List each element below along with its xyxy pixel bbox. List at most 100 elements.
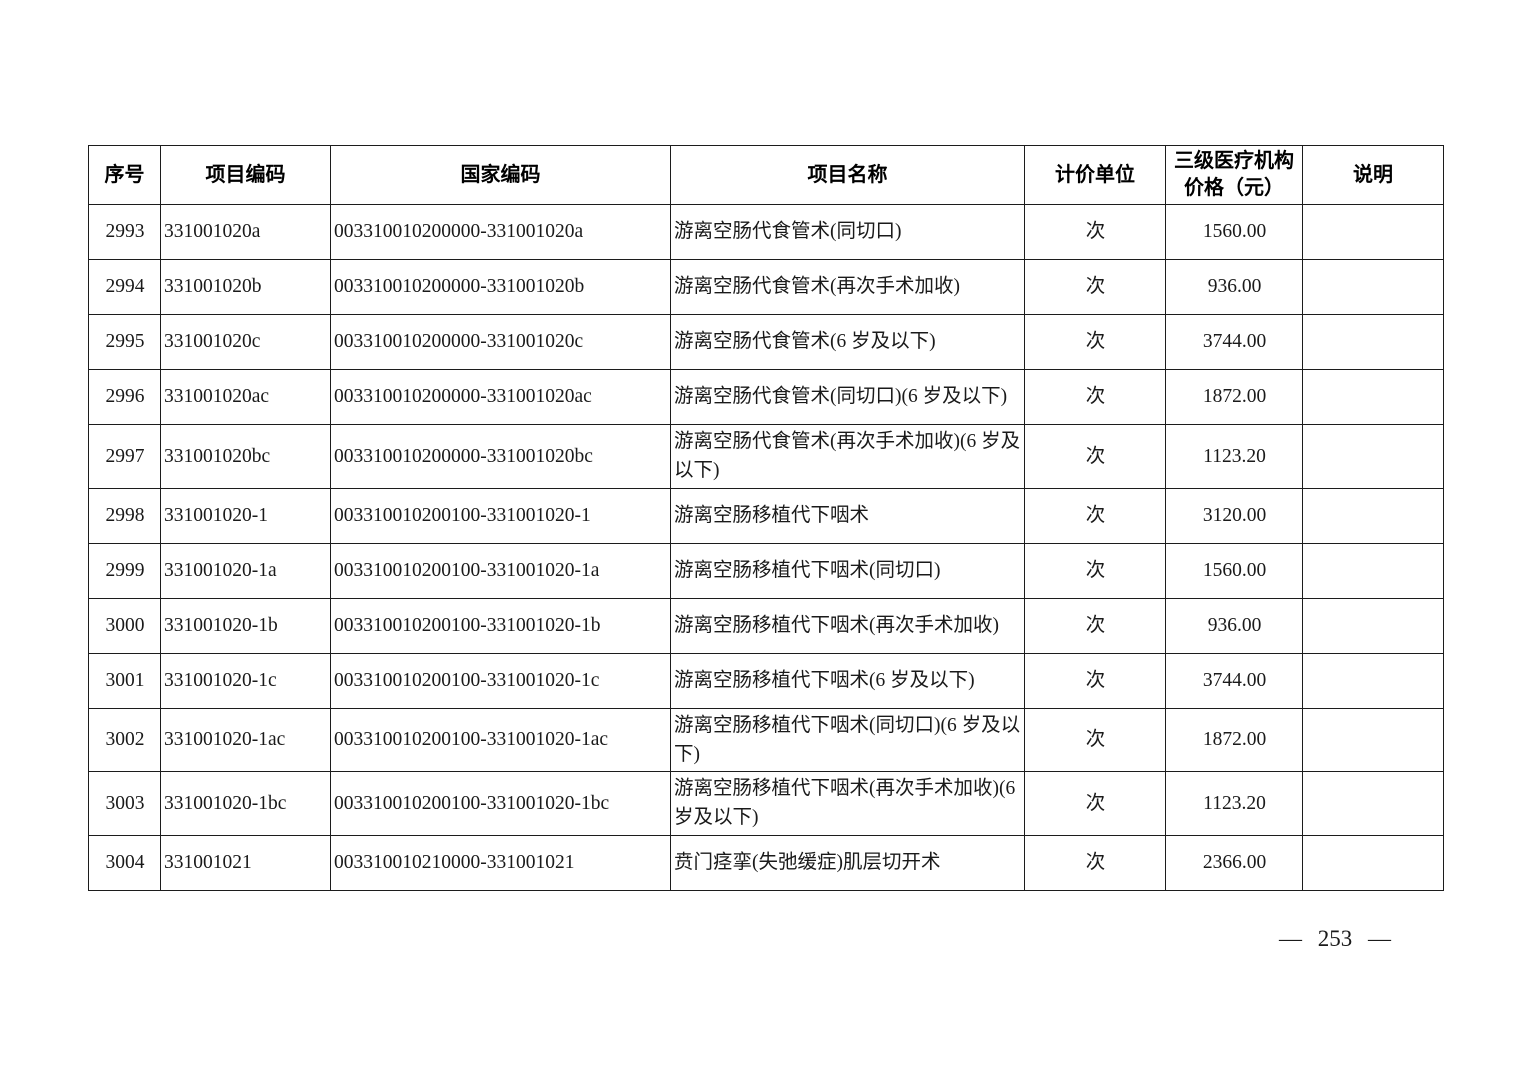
cell-national-code: 003310010200100-331001020-1ac [330, 707, 671, 772]
column-header-pricing-unit: 计价单位 [1024, 145, 1166, 205]
table-row: 2994 331001020b 003310010200000-331001020b… [88, 259, 1444, 315]
cell-pricing-unit: 次 [1024, 597, 1166, 654]
cell-tier3-price: 936.00 [1165, 259, 1303, 315]
cell-note [1302, 597, 1444, 654]
cell-note [1302, 314, 1444, 370]
cell-note [1302, 542, 1444, 599]
table-row: 2998 331001020-1 003310010200100-331001020… [88, 487, 1444, 544]
table-row: 2997 331001020bc 003310010200000-331001020… [88, 424, 1444, 489]
cell-note [1302, 424, 1444, 489]
cell-note [1302, 771, 1444, 836]
cell-tier3-price: 1872.00 [1165, 707, 1303, 772]
cell-tier3-price: 936.00 [1165, 597, 1303, 654]
table-row: 3001 331001020-1c 003310010200100-33100102… [88, 652, 1444, 709]
cell-pricing-unit: 次 [1024, 424, 1166, 489]
cell-note [1302, 652, 1444, 709]
cell-item-name: 游离空肠代食管术(再次手术加收) [670, 259, 1025, 315]
cell-tier3-price: 1560.00 [1165, 542, 1303, 599]
table-body: 2993 331001020a 003310010200000-331001020a… [88, 204, 1444, 891]
cell-note [1302, 369, 1444, 425]
table-row: 3002 331001020-1ac 003310010200100-3310010… [88, 707, 1444, 772]
cell-national-code: 003310010200000-331001020c [330, 314, 671, 370]
cell-serial-number: 2995 [88, 314, 161, 370]
cell-item-name: 游离空肠移植代下咽术(再次手术加收) [670, 597, 1025, 654]
table-row: 3003 331001020-1bc 003310010200100-3310010… [88, 771, 1444, 836]
cell-serial-number: 2996 [88, 369, 161, 425]
table-row: 3000 331001020-1b 003310010200100-33100102… [88, 597, 1444, 654]
table-header-row: 序号 项目编码 国家编码 项目名称 计价单位 三级医疗机构价格（元） 说明 [88, 145, 1444, 205]
cell-item-code: 331001020ac [160, 369, 331, 425]
table-row: 2996 331001020ac 003310010200000-331001020… [88, 369, 1444, 425]
cell-tier3-price: 2366.00 [1165, 834, 1303, 891]
cell-pricing-unit: 次 [1024, 204, 1166, 260]
cell-item-code: 331001020-1b [160, 597, 331, 654]
cell-item-code: 331001021 [160, 834, 331, 891]
cell-tier3-price: 1872.00 [1165, 369, 1303, 425]
cell-pricing-unit: 次 [1024, 487, 1166, 544]
column-header-tier3-price: 三级医疗机构价格（元） [1165, 145, 1303, 205]
cell-national-code: 003310010200000-331001020a [330, 204, 671, 260]
cell-item-code: 331001020a [160, 204, 331, 260]
cell-serial-number: 3002 [88, 707, 161, 772]
cell-serial-number: 3004 [88, 834, 161, 891]
cell-national-code: 003310010200000-331001020b [330, 259, 671, 315]
cell-national-code: 003310010200100-331001020-1 [330, 487, 671, 544]
cell-pricing-unit: 次 [1024, 542, 1166, 599]
cell-item-code: 331001020bc [160, 424, 331, 489]
cell-serial-number: 2998 [88, 487, 161, 544]
cell-pricing-unit: 次 [1024, 771, 1166, 836]
cell-serial-number: 2993 [88, 204, 161, 260]
cell-item-code: 331001020c [160, 314, 331, 370]
cell-note [1302, 259, 1444, 315]
cell-national-code: 003310010200000-331001020bc [330, 424, 671, 489]
cell-note [1302, 707, 1444, 772]
cell-pricing-unit: 次 [1024, 652, 1166, 709]
cell-item-name: 游离空肠移植代下咽术(同切口) [670, 542, 1025, 599]
cell-item-name: 游离空肠代食管术(同切口) [670, 204, 1025, 260]
cell-tier3-price: 3744.00 [1165, 314, 1303, 370]
cell-pricing-unit: 次 [1024, 834, 1166, 891]
cell-item-code: 331001020-1bc [160, 771, 331, 836]
cell-note [1302, 204, 1444, 260]
cell-item-name: 游离空肠代食管术(同切口)(6 岁及以下) [670, 369, 1025, 425]
cell-item-name: 贲门痉挛(失弛缓症)肌层切开术 [670, 834, 1025, 891]
cell-tier3-price: 1123.20 [1165, 771, 1303, 836]
column-header-item-name: 项目名称 [670, 145, 1025, 205]
page-number: — 253 — [1279, 926, 1391, 951]
cell-national-code: 003310010200100-331001020-1b [330, 597, 671, 654]
cell-national-code: 003310010200000-331001020ac [330, 369, 671, 425]
cell-national-code: 003310010200100-331001020-1a [330, 542, 671, 599]
cell-tier3-price: 3744.00 [1165, 652, 1303, 709]
cell-serial-number: 2999 [88, 542, 161, 599]
cell-item-name: 游离空肠代食管术(再次手术加收)(6 岁及以下) [670, 424, 1025, 489]
cell-serial-number: 3001 [88, 652, 161, 709]
table-row: 3004 331001021 003310010210000-331001021 贲门… [88, 834, 1444, 891]
cell-note [1302, 487, 1444, 544]
cell-item-name: 游离空肠移植代下咽术(再次手术加收)(6 岁及以下) [670, 771, 1025, 836]
cell-serial-number: 3000 [88, 597, 161, 654]
cell-item-name: 游离空肠代食管术(6 岁及以下) [670, 314, 1025, 370]
cell-item-code: 331001020-1a [160, 542, 331, 599]
cell-item-name: 游离空肠移植代下咽术 [670, 487, 1025, 544]
cell-tier3-price: 3120.00 [1165, 487, 1303, 544]
table-row: 2999 331001020-1a 003310010200100-33100102… [88, 542, 1444, 599]
table-row: 2993 331001020a 003310010200000-331001020a… [88, 204, 1444, 260]
cell-serial-number: 2997 [88, 424, 161, 489]
cell-pricing-unit: 次 [1024, 314, 1166, 370]
cell-pricing-unit: 次 [1024, 259, 1166, 315]
medical-price-table: 序号 项目编码 国家编码 项目名称 计价单位 三级医疗机构价格（元） 说明 2993 3310… [88, 145, 1444, 891]
cell-pricing-unit: 次 [1024, 707, 1166, 772]
cell-serial-number: 2994 [88, 259, 161, 315]
cell-item-code: 331001020b [160, 259, 331, 315]
column-header-note: 说明 [1302, 145, 1444, 205]
cell-tier3-price: 1123.20 [1165, 424, 1303, 489]
cell-item-name: 游离空肠移植代下咽术(6 岁及以下) [670, 652, 1025, 709]
cell-note [1302, 834, 1444, 891]
cell-pricing-unit: 次 [1024, 369, 1166, 425]
cell-national-code: 003310010210000-331001021 [330, 834, 671, 891]
cell-item-name: 游离空肠移植代下咽术(同切口)(6 岁及以下) [670, 707, 1025, 772]
column-header-serial-number: 序号 [88, 145, 161, 205]
cell-item-code: 331001020-1ac [160, 707, 331, 772]
cell-item-code: 331001020-1c [160, 652, 331, 709]
